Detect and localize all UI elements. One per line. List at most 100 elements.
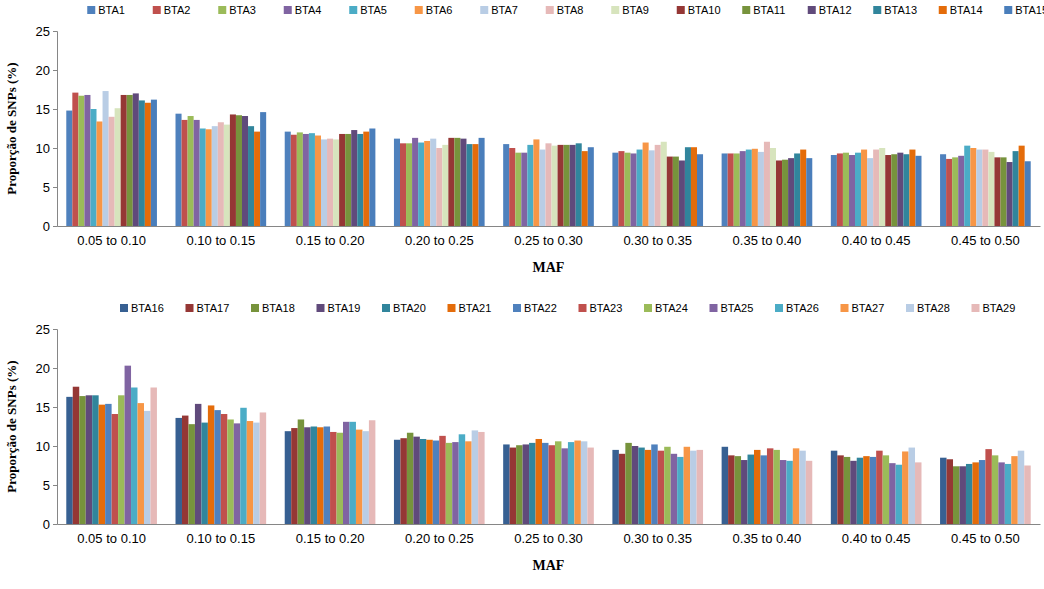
bar xyxy=(473,144,479,226)
legend-label: BTA8 xyxy=(557,4,584,16)
bar xyxy=(952,157,958,226)
series xyxy=(103,91,983,226)
bar xyxy=(576,143,582,226)
bar xyxy=(291,428,297,524)
legend-item: BTA7 xyxy=(480,4,518,16)
bar xyxy=(994,157,1000,226)
legend-swatch xyxy=(120,304,128,312)
tick-label: 0.20 to 0.25 xyxy=(405,233,474,248)
tick-label: 25 xyxy=(36,322,50,337)
bar xyxy=(230,114,236,226)
bar xyxy=(552,146,558,226)
bar xyxy=(479,138,485,226)
legend-label: BTA24 xyxy=(655,302,688,314)
legend-label: BTA1 xyxy=(98,4,125,16)
bar xyxy=(780,460,786,524)
legend-label: BTA17 xyxy=(197,302,230,314)
bar xyxy=(896,465,902,524)
bar xyxy=(260,412,266,524)
bar xyxy=(794,153,800,226)
legend: BTA16BTA17BTA18BTA19BTA20BTA21BTA22BTA23… xyxy=(120,302,1015,314)
bar xyxy=(947,459,953,524)
tick: 25 xyxy=(36,322,57,337)
bar xyxy=(234,423,240,524)
series xyxy=(92,395,972,524)
tick: 0.15 to 0.20 xyxy=(296,524,365,546)
bar xyxy=(529,443,535,524)
bar xyxy=(407,433,413,524)
bar xyxy=(304,427,310,524)
bar xyxy=(66,111,72,226)
legend-item: BTA14 xyxy=(939,4,983,16)
figure: 05101520250.05 to 0.100.10 to 0.150.15 t… xyxy=(0,0,1044,589)
bar xyxy=(850,461,856,524)
tick-mark xyxy=(53,329,57,330)
legend-item: BTA10 xyxy=(677,4,721,16)
bar xyxy=(754,450,760,524)
bar xyxy=(764,142,770,226)
series xyxy=(139,100,1019,226)
legend-swatch xyxy=(808,6,816,14)
bar xyxy=(992,455,998,524)
bar xyxy=(109,117,115,226)
legend-item: BTA22 xyxy=(513,302,557,314)
bar xyxy=(247,421,253,524)
bar xyxy=(831,451,837,524)
legend-item: BTA23 xyxy=(579,302,623,314)
legend-item: BTA2 xyxy=(153,4,191,16)
bar xyxy=(998,462,1004,524)
tick-label: 5 xyxy=(43,180,50,195)
series xyxy=(144,411,1024,524)
bar xyxy=(857,458,863,524)
tick-label: 0.15 to 0.20 xyxy=(296,233,365,248)
bar xyxy=(103,91,109,226)
tick-label: 0.30 to 0.35 xyxy=(623,531,692,546)
y-axis: 0510152025 xyxy=(36,322,58,532)
bar xyxy=(297,132,303,226)
legend-label: BTA12 xyxy=(819,4,852,16)
bar xyxy=(891,154,897,226)
tick: 0.10 to 0.15 xyxy=(186,226,255,248)
bar xyxy=(897,153,903,226)
bar xyxy=(138,403,144,524)
bar xyxy=(394,440,400,524)
legend-item: BTA18 xyxy=(251,302,295,314)
bar xyxy=(99,405,105,524)
tick-label: 0.05 to 0.10 xyxy=(77,531,146,546)
tick-label: 0.05 to 0.10 xyxy=(77,233,146,248)
bar xyxy=(679,160,685,226)
legend-item: BTA29 xyxy=(972,302,1016,314)
bar xyxy=(150,388,156,525)
bar xyxy=(72,93,78,226)
bar xyxy=(734,153,740,226)
tick-mark xyxy=(53,368,57,369)
bar xyxy=(1013,151,1019,226)
legend-item: BTA3 xyxy=(218,4,256,16)
bar xyxy=(645,450,651,524)
x-axis-title: MAF xyxy=(533,260,565,275)
series xyxy=(73,387,953,524)
bar xyxy=(439,436,445,524)
legend-swatch xyxy=(906,304,914,312)
bar xyxy=(549,445,555,524)
legend-item: BTA6 xyxy=(415,4,453,16)
bar xyxy=(940,154,946,226)
bar xyxy=(545,143,551,226)
bar xyxy=(394,139,400,226)
tick-label: 10 xyxy=(36,439,50,454)
bar xyxy=(752,149,758,226)
bar xyxy=(118,395,124,524)
legend-item: BTA21 xyxy=(448,302,492,314)
bar xyxy=(510,448,516,524)
tick: 5 xyxy=(43,180,57,195)
bar xyxy=(253,423,259,524)
tick-label: 10 xyxy=(36,141,50,156)
tick-label: 0 xyxy=(43,517,50,532)
bar xyxy=(240,408,246,524)
bar xyxy=(776,160,782,226)
bar xyxy=(503,144,509,226)
tick-label: 0.30 to 0.35 xyxy=(623,233,692,248)
bar xyxy=(521,153,527,226)
bar xyxy=(343,422,349,524)
bar xyxy=(870,457,876,524)
